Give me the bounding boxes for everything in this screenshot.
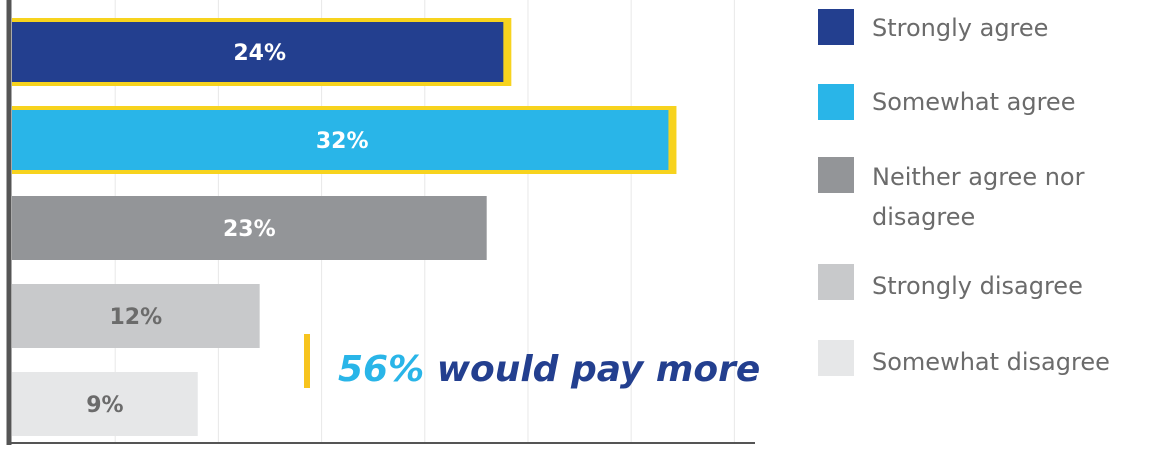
legend-label-line: disagree (872, 203, 975, 231)
callout-text: 56% would pay more (338, 349, 760, 390)
callout-label: would pay more (437, 349, 761, 390)
legend-label: Strongly disagree (872, 272, 1083, 300)
legend-swatch (818, 340, 854, 376)
bar-value-label: 24% (233, 41, 286, 66)
legend-label: Neither agree nor disagree (872, 163, 1085, 231)
bar (12, 196, 487, 260)
legend-swatch (818, 264, 854, 300)
bar-value-label: 23% (223, 217, 276, 242)
bar (12, 372, 198, 436)
legend-label: Strongly agree (872, 14, 1048, 42)
legend: Strongly agree Somewhat agree Neither agre… (818, 9, 1110, 376)
legend-label-line: Neither agree nor (872, 163, 1085, 191)
bar (12, 110, 669, 170)
callout-percent: 56% (338, 349, 437, 390)
bar (12, 284, 260, 348)
axes (6, 0, 755, 445)
bar (12, 22, 504, 82)
legend-swatch (818, 84, 854, 120)
legend-label: Somewhat agree (872, 88, 1075, 116)
legend-label: Somewhat disagree (872, 348, 1110, 376)
bar-value-label: 9% (86, 393, 123, 418)
bars: 24% 32% 23% 12% 9% (12, 18, 677, 436)
legend-swatch (818, 157, 854, 193)
bar-value-label: 12% (109, 305, 162, 330)
callout-marker (304, 334, 310, 388)
legend-swatch (818, 9, 854, 45)
annotation: 56% would pay more (304, 334, 760, 390)
bar-value-label: 32% (316, 129, 369, 154)
